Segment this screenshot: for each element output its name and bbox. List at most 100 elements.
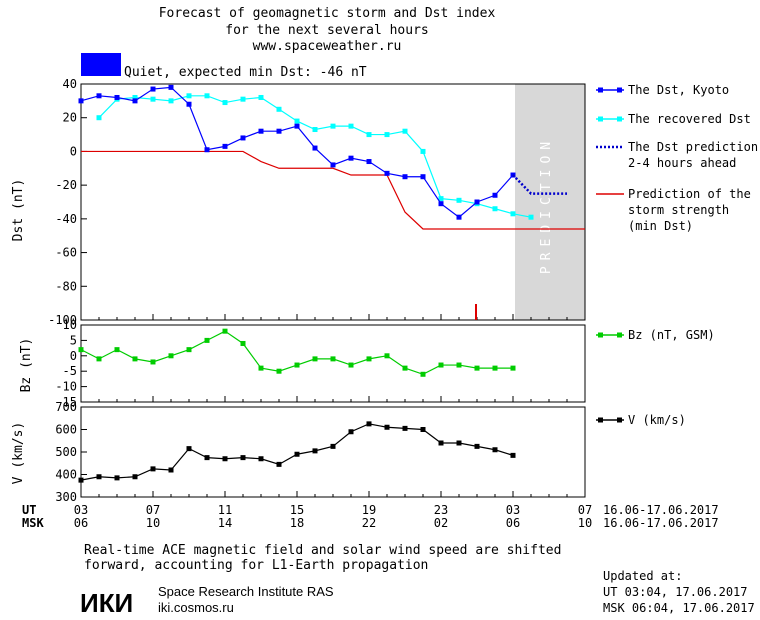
- v-point: [78, 477, 84, 483]
- bz-point: [330, 356, 336, 362]
- y-tick-label: 500: [55, 445, 77, 459]
- dst-kyoto-legend-marker: [598, 87, 603, 93]
- status-text: Quiet, expected min Dst: -46 nT: [124, 65, 367, 80]
- v-point: [276, 461, 282, 467]
- y-tick-label: -60: [55, 246, 77, 260]
- y-tick-label: -15: [55, 395, 77, 409]
- ut-tick-label: 07: [146, 503, 160, 517]
- dst-kyoto-point: [258, 128, 264, 134]
- dst-kyoto-point: [150, 86, 156, 92]
- dst-kyoto-point: [240, 135, 246, 141]
- dst-recovered-point: [222, 100, 228, 106]
- bz-point: [510, 365, 516, 371]
- v-point: [510, 452, 516, 458]
- v-point: [240, 455, 246, 461]
- bz-point: [96, 356, 102, 362]
- dst-kyoto-point: [114, 94, 120, 100]
- dst-panel-frame: [80, 83, 586, 321]
- dst-recovered-point: [240, 96, 246, 102]
- y-tick-label: 0: [70, 144, 77, 158]
- msk-tick-label: 06: [74, 516, 88, 530]
- footer-note-line2: forward, accounting for L1-Earth propaga…: [84, 558, 428, 573]
- chart-title-line2: for the next several hours: [225, 23, 429, 38]
- bz-point: [492, 365, 498, 371]
- dst-kyoto-legend-label: The Dst, Kyoto: [628, 83, 729, 97]
- bz-point: [348, 362, 354, 368]
- dst-recovered-point: [294, 118, 300, 124]
- y-tick-label: -20: [55, 178, 77, 192]
- bz-point: [366, 356, 372, 362]
- dst-kyoto-legend-marker: [617, 87, 622, 93]
- bz-point: [114, 347, 120, 353]
- msk-tick-label: 18: [290, 516, 304, 530]
- dst-recovered-point: [204, 93, 210, 99]
- dst-recovered-point: [492, 206, 498, 212]
- dst-kyoto-point: [276, 128, 282, 134]
- updated-msk: MSK 06:04, 17.06.2017: [603, 601, 755, 615]
- updated-label: Updated at:: [603, 569, 682, 583]
- dst-recovered-point: [276, 106, 282, 112]
- dst-kyoto-point: [384, 170, 390, 176]
- bz-point: [456, 362, 462, 368]
- chart-series: [78, 84, 585, 483]
- v-point: [258, 456, 264, 462]
- dst-kyoto-point: [96, 93, 102, 99]
- chart-axes: 40200-20-40-60-80-1001050-5-10-157006005…: [48, 77, 586, 504]
- msk-date-range: 16.06-17.06.2017: [603, 516, 719, 530]
- dst-recovered-point: [528, 214, 534, 220]
- bz-ylabel: Bz (nT): [19, 338, 34, 393]
- v-point: [150, 466, 156, 472]
- bz-point: [186, 347, 192, 353]
- bz-point: [168, 353, 174, 359]
- y-tick-label: -100: [48, 313, 77, 327]
- v-point: [420, 427, 426, 432]
- bz-point: [294, 362, 300, 368]
- v-point: [114, 475, 120, 481]
- y-tick-label: 5: [70, 333, 77, 347]
- dst-recovered-line: [98, 95, 532, 218]
- dst-kyoto-point: [294, 123, 300, 129]
- bz-point: [222, 328, 228, 334]
- dst-recovered-point: [510, 211, 516, 217]
- dst-recovered-point: [96, 115, 102, 121]
- dst-ylabel: Dst (nT): [11, 179, 26, 242]
- dst-kyoto-point: [474, 199, 480, 205]
- y-tick-label: -5: [63, 364, 77, 378]
- ut-axis-label: UT: [22, 503, 36, 517]
- dst-kyoto-point: [204, 147, 210, 153]
- ut-tick-label: 19: [362, 503, 376, 517]
- dst-kyoto-point: [312, 145, 318, 151]
- v-point: [294, 451, 300, 457]
- dst-kyoto-point: [366, 159, 372, 165]
- chart-title-line1: Forecast of geomagnetic storm and Dst in…: [159, 6, 496, 21]
- bz-legend-marker: [598, 332, 603, 338]
- storm-prediction-line: [81, 150, 585, 230]
- bz-point: [474, 365, 480, 371]
- bz-point: [276, 368, 282, 374]
- bz-point: [258, 365, 264, 371]
- dst-prediction-line: [512, 174, 567, 195]
- chart-title-line3: www.spaceweather.ru: [253, 39, 402, 54]
- dst-kyoto-point: [132, 98, 138, 104]
- v-legend-label: V (km/s): [628, 413, 686, 427]
- bz-point: [78, 347, 84, 353]
- institute-name: Space Research Institute RAS: [158, 584, 334, 599]
- v-point: [348, 429, 354, 435]
- bz-line: [80, 330, 513, 375]
- institute-website: iki.cosmos.ru: [158, 600, 234, 615]
- iki-logo: ИКИ: [80, 588, 133, 618]
- dst-kyoto-point: [456, 214, 462, 220]
- msk-tick-label: 10: [146, 516, 160, 530]
- x-tick-labels: 03 07 11 15 19 23 03 07 06 10 14 18 22 02 06 10: [74, 503, 592, 530]
- msk-tick-label: 06: [506, 516, 520, 530]
- dst-kyoto-point: [420, 174, 426, 180]
- y-tick-label: 300: [55, 490, 77, 504]
- bz-legend-marker: [617, 332, 622, 338]
- bz-legend-label: Bz (nT, GSM): [628, 328, 715, 342]
- bz-panel-frame: [80, 324, 586, 403]
- dst-recovered-point: [258, 94, 264, 100]
- msk-tick-label: 14: [218, 516, 232, 530]
- v-point: [402, 425, 408, 431]
- y-tick-label: 600: [55, 423, 77, 437]
- v-point: [186, 446, 192, 452]
